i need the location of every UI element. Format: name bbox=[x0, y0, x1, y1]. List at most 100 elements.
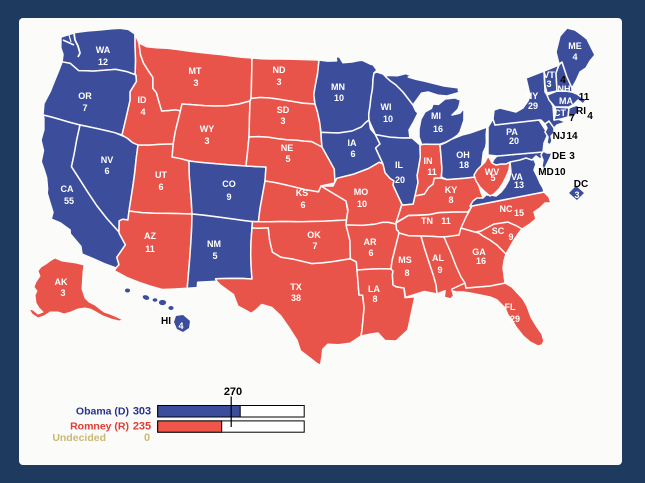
svg-text:13: 13 bbox=[514, 180, 524, 190]
svg-text:MI: MI bbox=[431, 111, 441, 121]
svg-text:4: 4 bbox=[560, 75, 566, 86]
svg-text:9: 9 bbox=[508, 232, 513, 242]
svg-text:6: 6 bbox=[368, 248, 373, 258]
svg-text:UT: UT bbox=[155, 170, 167, 180]
svg-text:14: 14 bbox=[566, 131, 578, 142]
svg-text:8: 8 bbox=[448, 195, 453, 205]
svg-text:235: 235 bbox=[133, 421, 151, 433]
svg-text:PA: PA bbox=[506, 127, 518, 137]
svg-text:29: 29 bbox=[528, 101, 538, 111]
svg-text:VA: VA bbox=[511, 172, 523, 182]
svg-text:SC: SC bbox=[492, 226, 505, 236]
svg-text:CO: CO bbox=[222, 179, 236, 189]
svg-text:10: 10 bbox=[554, 167, 566, 178]
svg-text:16: 16 bbox=[476, 256, 486, 266]
svg-text:29: 29 bbox=[510, 314, 520, 324]
svg-text:RI: RI bbox=[576, 106, 586, 117]
svg-text:WY: WY bbox=[200, 124, 215, 134]
svg-text:20: 20 bbox=[395, 175, 405, 185]
svg-text:4: 4 bbox=[140, 107, 145, 117]
svg-text:IL: IL bbox=[395, 160, 404, 170]
svg-text:4: 4 bbox=[587, 111, 593, 122]
svg-text:ME: ME bbox=[568, 41, 582, 51]
svg-text:10: 10 bbox=[383, 114, 393, 124]
svg-text:ID: ID bbox=[138, 95, 148, 105]
svg-text:11: 11 bbox=[145, 244, 155, 254]
svg-text:WV: WV bbox=[485, 167, 500, 177]
svg-text:9: 9 bbox=[226, 192, 231, 202]
svg-text:11: 11 bbox=[579, 92, 590, 103]
svg-text:CT: CT bbox=[554, 108, 566, 118]
svg-text:16: 16 bbox=[433, 124, 443, 134]
svg-text:3: 3 bbox=[546, 79, 551, 89]
svg-text:NY: NY bbox=[526, 91, 539, 101]
svg-text:4: 4 bbox=[572, 52, 577, 62]
svg-text:NC: NC bbox=[500, 204, 513, 214]
svg-text:3: 3 bbox=[276, 77, 281, 87]
svg-text:HI: HI bbox=[161, 316, 171, 327]
svg-text:AR: AR bbox=[364, 237, 377, 247]
svg-text:Obama (D): Obama (D) bbox=[76, 406, 129, 418]
svg-text:Undecided: Undecided bbox=[52, 432, 106, 444]
svg-text:FL: FL bbox=[505, 302, 516, 312]
svg-text:MO: MO bbox=[354, 187, 369, 197]
svg-text:7: 7 bbox=[569, 113, 575, 124]
svg-text:LA: LA bbox=[368, 284, 380, 294]
svg-text:MS: MS bbox=[398, 255, 412, 265]
svg-text:12: 12 bbox=[98, 57, 108, 67]
svg-text:NV: NV bbox=[101, 155, 114, 165]
svg-text:270: 270 bbox=[224, 386, 242, 398]
svg-text:7: 7 bbox=[312, 241, 317, 251]
svg-text:3: 3 bbox=[204, 136, 209, 146]
svg-text:NE: NE bbox=[281, 143, 294, 153]
svg-text:IA: IA bbox=[348, 138, 358, 148]
svg-text:3: 3 bbox=[569, 151, 575, 162]
svg-text:5: 5 bbox=[285, 154, 290, 164]
svg-text:MA: MA bbox=[559, 96, 573, 106]
svg-text:AK: AK bbox=[55, 277, 68, 287]
svg-text:AZ: AZ bbox=[144, 231, 156, 241]
svg-text:38: 38 bbox=[291, 293, 301, 303]
svg-text:CA: CA bbox=[61, 184, 74, 194]
svg-text:WA: WA bbox=[96, 45, 111, 55]
svg-text:TX: TX bbox=[290, 282, 302, 292]
svg-text:6: 6 bbox=[158, 182, 163, 192]
svg-text:WI: WI bbox=[381, 102, 392, 112]
svg-text:MT: MT bbox=[189, 66, 202, 76]
svg-text:NJ: NJ bbox=[553, 131, 566, 142]
svg-text:8: 8 bbox=[372, 294, 377, 304]
svg-text:TN: TN bbox=[421, 216, 433, 226]
svg-text:IN: IN bbox=[424, 156, 433, 166]
svg-text:SD: SD bbox=[277, 105, 290, 115]
svg-text:18: 18 bbox=[459, 160, 469, 170]
svg-text:3: 3 bbox=[193, 78, 198, 88]
svg-text:NH: NH bbox=[558, 84, 571, 94]
svg-text:MN: MN bbox=[331, 82, 345, 92]
svg-text:5: 5 bbox=[212, 251, 217, 261]
svg-text:ND: ND bbox=[273, 65, 286, 75]
svg-text:KY: KY bbox=[445, 185, 458, 195]
svg-text:9: 9 bbox=[437, 265, 442, 275]
svg-text:15: 15 bbox=[514, 208, 524, 218]
svg-text:Romney (R): Romney (R) bbox=[70, 421, 129, 433]
svg-text:3: 3 bbox=[280, 116, 285, 126]
svg-text:10: 10 bbox=[334, 93, 344, 103]
svg-text:KS: KS bbox=[296, 188, 309, 198]
svg-text:3: 3 bbox=[574, 190, 579, 200]
svg-text:303: 303 bbox=[133, 406, 151, 418]
svg-text:0: 0 bbox=[144, 432, 150, 444]
svg-text:OH: OH bbox=[456, 150, 470, 160]
svg-text:11: 11 bbox=[441, 216, 451, 226]
svg-text:VT: VT bbox=[543, 70, 555, 80]
svg-text:GA: GA bbox=[472, 247, 486, 257]
svg-text:5: 5 bbox=[490, 173, 495, 183]
svg-text:OR: OR bbox=[78, 91, 92, 101]
svg-text:MD: MD bbox=[538, 167, 554, 178]
svg-text:6: 6 bbox=[350, 149, 355, 159]
svg-text:7: 7 bbox=[82, 103, 87, 113]
svg-text:6: 6 bbox=[300, 200, 305, 210]
svg-text:20: 20 bbox=[509, 136, 519, 146]
svg-text:AL: AL bbox=[432, 253, 444, 263]
svg-text:6: 6 bbox=[104, 166, 109, 176]
svg-text:4: 4 bbox=[178, 321, 183, 331]
